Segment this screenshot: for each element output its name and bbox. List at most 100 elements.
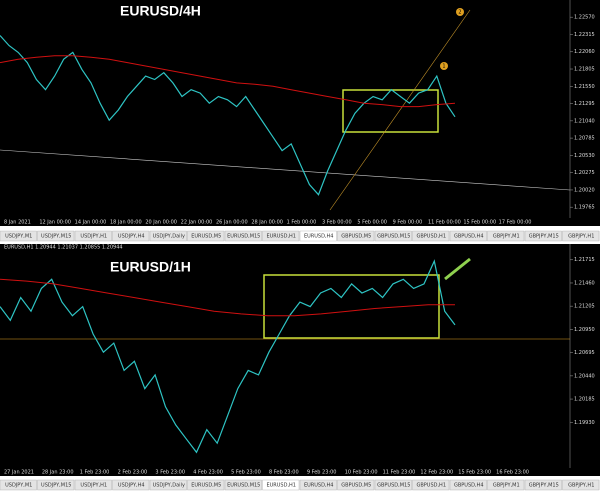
x-tick-label: 15 Feb 23:00 — [458, 470, 491, 476]
y-tick-label: 1.20530 — [574, 153, 595, 159]
tab-label[interactable]: USDJPY,M1 — [5, 234, 32, 240]
y-tick-label: 1.20440 — [574, 373, 595, 379]
tab-label[interactable]: USDJPY,H1 — [80, 483, 107, 489]
plot-bg — [0, 0, 600, 226]
x-tick-label: 14 Jan 00:00 — [75, 220, 107, 226]
tab-label[interactable]: USDJPY,M15 — [41, 483, 71, 489]
tab[interactable] — [37, 230, 75, 242]
range-box — [263, 274, 440, 339]
tab[interactable] — [374, 479, 412, 491]
tab[interactable] — [187, 230, 225, 242]
x-tick-label: 9 Feb 00:00 — [393, 220, 423, 226]
y-tick-label: 1.19765 — [574, 205, 595, 211]
tab-label[interactable]: GBPUSD,H1 — [416, 234, 446, 240]
tab-label[interactable]: GBPJPY,M1 — [493, 483, 520, 489]
wave-label: 1 — [442, 64, 445, 70]
price-line — [0, 55, 456, 108]
tab[interactable] — [449, 230, 487, 242]
y-tick-label: 1.20950 — [574, 327, 595, 333]
tab-label[interactable]: USDJPY,H1 — [80, 234, 107, 240]
x-tick-label: 12 Jan 00:00 — [39, 220, 71, 226]
x-tick-label: 22 Jan 00:00 — [181, 220, 213, 226]
tab-label[interactable]: EURUSD,H1 — [266, 234, 296, 240]
tab[interactable] — [337, 230, 375, 242]
x-tick-label: 2 Feb 23:00 — [118, 470, 148, 476]
tab-label[interactable]: EURUSD,H4 — [304, 483, 334, 489]
tab[interactable] — [224, 479, 262, 491]
tab[interactable] — [224, 230, 262, 242]
tab-label[interactable]: GBPUSD,H4 — [454, 234, 484, 240]
y-tick-label: 1.22570 — [574, 15, 595, 21]
x-tick-label: 26 Jan 00:00 — [216, 220, 248, 226]
tab[interactable] — [412, 479, 450, 491]
tab-label[interactable]: GBPUSD,M15 — [377, 234, 410, 240]
tab[interactable] — [337, 479, 375, 491]
tab-label[interactable]: USDJPY,M1 — [5, 483, 32, 489]
tab[interactable] — [262, 230, 300, 242]
y-tick-label: 1.21460 — [574, 280, 595, 286]
tab-label[interactable]: GBPUSD,M5 — [341, 483, 371, 489]
tab[interactable] — [299, 479, 337, 491]
y-tick-label: 1.20275 — [574, 170, 595, 176]
tab-label[interactable]: GBPJPY,M1 — [493, 234, 520, 240]
tab-label[interactable]: EURUSD,M5 — [191, 234, 221, 240]
tab-label[interactable]: GBPJPY,H1 — [568, 483, 594, 489]
y-tick-label: 1.20185 — [574, 397, 595, 403]
tab-label[interactable]: USDJPY,M15 — [41, 234, 71, 240]
tab[interactable] — [112, 479, 150, 491]
tab[interactable] — [74, 479, 112, 491]
tab[interactable] — [374, 230, 412, 242]
tab-label[interactable]: GBPUSD,M15 — [377, 483, 410, 489]
tab-label[interactable]: GBPUSD,H1 — [416, 483, 446, 489]
y-tick-label: 1.21805 — [574, 67, 595, 73]
tab[interactable] — [187, 479, 225, 491]
tab-label[interactable]: GBPJPY,M15 — [529, 483, 559, 489]
tab[interactable] — [299, 230, 337, 242]
trendline — [329, 9, 471, 211]
y-tick-label: 1.21295 — [574, 101, 595, 107]
y-tick-label: 1.22315 — [574, 32, 595, 38]
tab[interactable] — [149, 230, 187, 242]
tab[interactable] — [149, 479, 187, 491]
tab-label[interactable]: USDJPY,Daily — [153, 483, 185, 489]
tab-label[interactable]: GBPUSD,M5 — [341, 234, 371, 240]
tab-label[interactable]: EURUSD,M15 — [227, 483, 260, 489]
wave-marker — [456, 8, 464, 16]
tab[interactable] — [562, 230, 600, 242]
tab-label[interactable]: USDJPY,Daily — [153, 234, 185, 240]
tab-label[interactable]: GBPJPY,H1 — [568, 234, 594, 240]
y-tick-label: 1.21040 — [574, 118, 595, 124]
tab[interactable] — [449, 479, 487, 491]
x-tick-label: 17 Feb 00:00 — [499, 220, 532, 226]
tab-label[interactable]: GBPUSD,H4 — [454, 483, 484, 489]
tab[interactable] — [562, 479, 600, 491]
tab-label[interactable]: EURUSD,M5 — [191, 483, 221, 489]
y-tick-label: 1.19930 — [574, 420, 595, 426]
tab-label[interactable]: EURUSD,M15 — [227, 234, 260, 240]
tab-label[interactable]: USDJPY,H4 — [118, 483, 145, 489]
x-tick-label: 4 Feb 23:00 — [193, 470, 223, 476]
x-tick-label: 11 Feb 23:00 — [383, 470, 416, 476]
arrow — [444, 257, 471, 281]
x-tick-label: 16 Feb 23:00 — [496, 470, 529, 476]
tab[interactable] — [412, 230, 450, 242]
tab[interactable] — [524, 479, 562, 491]
tab-label[interactable]: USDJPY,H4 — [118, 234, 145, 240]
x-tick-label: 18 Jan 00:00 — [110, 220, 142, 226]
price-line — [0, 278, 455, 317]
tab[interactable] — [74, 230, 112, 242]
chart-title: EURUSD/1H — [110, 259, 191, 275]
tab-label[interactable]: EURUSD,H1 — [266, 483, 296, 489]
tab-label[interactable]: EURUSD,H4 — [304, 234, 334, 240]
tab[interactable] — [0, 230, 37, 242]
tab[interactable] — [487, 230, 525, 242]
tab[interactable] — [262, 479, 300, 491]
tab-label[interactable]: GBPJPY,M15 — [529, 234, 559, 240]
wave-label: 2 — [458, 10, 461, 16]
tab[interactable] — [487, 479, 525, 491]
tab[interactable] — [524, 230, 562, 242]
tab[interactable] — [112, 230, 150, 242]
tab[interactable] — [37, 479, 75, 491]
price-line — [0, 35, 456, 196]
tab[interactable] — [0, 479, 37, 491]
